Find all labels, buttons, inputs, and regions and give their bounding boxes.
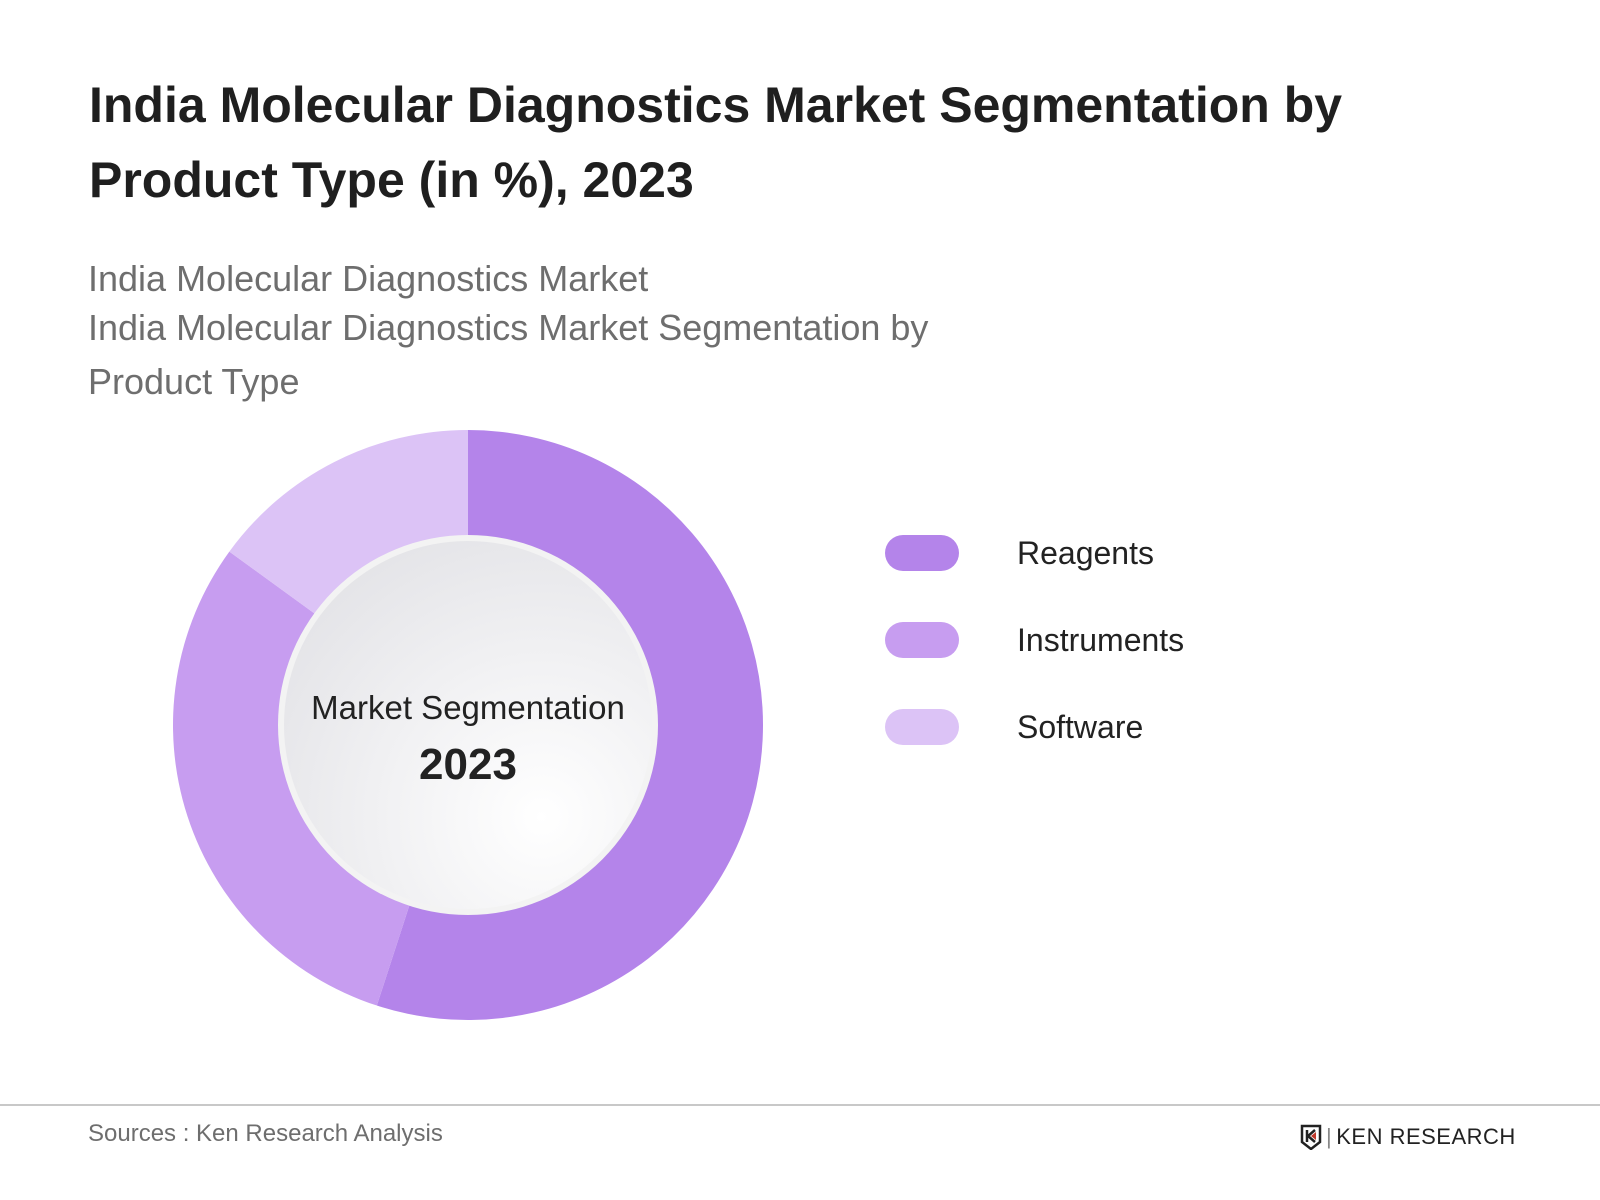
- slice-software: [229, 430, 468, 615]
- subtitle-line: India Molecular Diagnostics Market Segme…: [88, 307, 929, 348]
- chart-title: India Molecular Diagnostics Market Segme…: [89, 77, 1343, 208]
- logo-text: KEN RESEARCH: [1336, 1124, 1516, 1149]
- center-year: 2023: [419, 740, 517, 789]
- legend-label: Instruments: [1017, 621, 1185, 658]
- legend-label: Software: [1017, 708, 1144, 745]
- legend-swatch: [885, 709, 959, 745]
- slice-instruments: [172, 551, 410, 1006]
- legend-swatch: [885, 622, 959, 658]
- center-disc: [284, 541, 652, 909]
- legend-item-instruments: Instruments: [885, 620, 1184, 660]
- slice-reagents: [376, 430, 764, 1020]
- ken-logo-icon: [1300, 1124, 1322, 1150]
- sources-text: Sources : Ken Research Analysis: [88, 1120, 443, 1147]
- center-label: Market Segmentation: [311, 689, 625, 726]
- legend-item-reagents: Reagents: [885, 533, 1154, 573]
- footer-divider: [0, 1104, 1600, 1106]
- ken-research-logo: | KEN RESEARCH: [1300, 1124, 1516, 1150]
- legend-item-software: Software: [885, 707, 1143, 747]
- subtitle-line: India Molecular Diagnostics Market: [88, 258, 649, 299]
- legend-swatch: [885, 535, 959, 571]
- subtitle-line: Product Type: [88, 361, 300, 402]
- legend-label: Reagents: [1017, 534, 1154, 571]
